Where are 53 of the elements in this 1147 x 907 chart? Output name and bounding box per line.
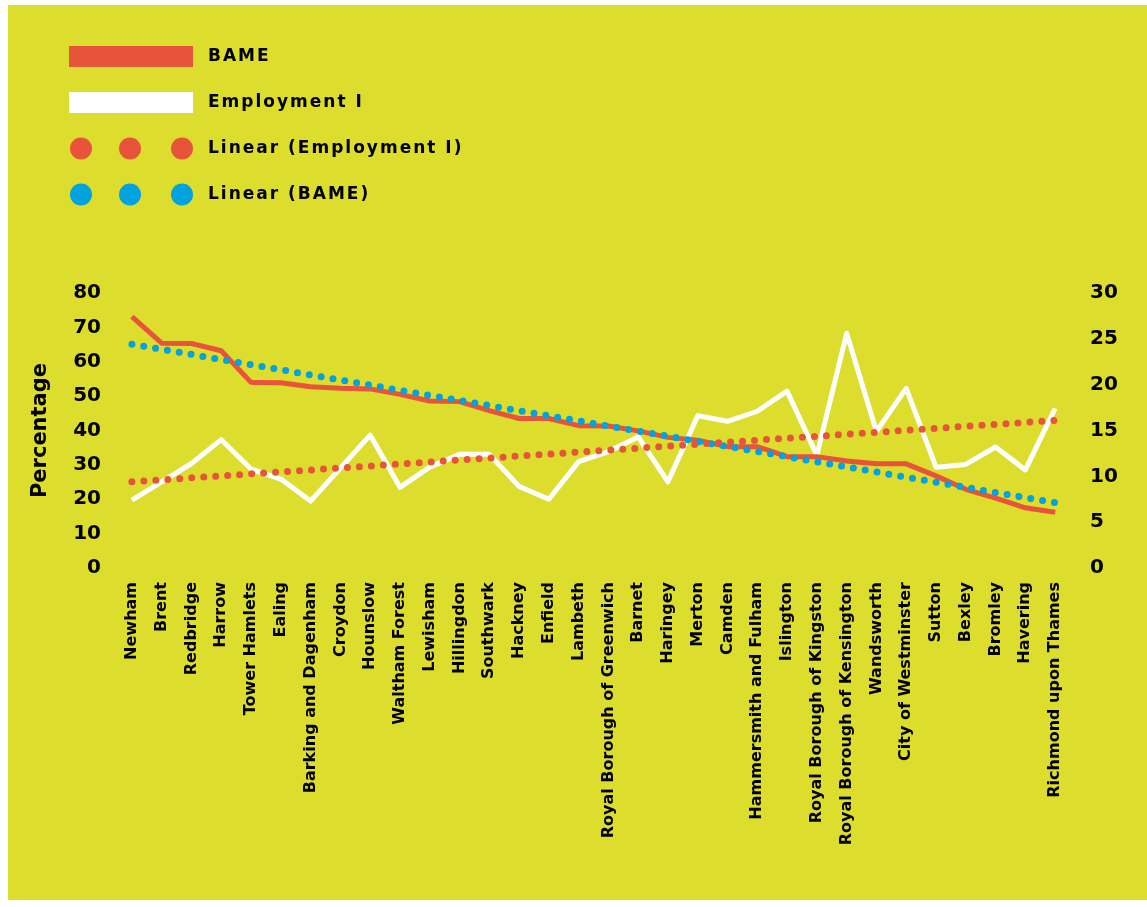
y-tick-label: 50 [73, 382, 101, 407]
y2-tick-label: 0 [1090, 554, 1104, 579]
y2-tick-label: 25 [1090, 325, 1118, 350]
x-tick-label: Barnet [627, 581, 647, 643]
x-tick-label: Islington [776, 582, 796, 662]
x-tick-label: Royal Borough of Kingston [806, 582, 826, 824]
x-tick-label: Waltham Forest [389, 581, 409, 725]
x-tick-label: Hammersmith and Fulham [746, 582, 766, 820]
x-tick-label: Brent [150, 581, 170, 632]
x-tick-label: Redbridge [180, 581, 200, 676]
legend-label: Linear (BAME) [208, 183, 371, 204]
x-tick-label: Haringey [657, 581, 677, 664]
x-tick-label: Camden [716, 582, 736, 655]
x-tick-label: Lewisham [418, 582, 438, 672]
x-tick-label: Enfield [537, 582, 557, 644]
x-tick-label: Hillingdon [448, 582, 468, 675]
y-tick-label: 0 [87, 554, 101, 579]
x-tick-label: Lambeth [567, 582, 587, 662]
x-tick-label: Bromley [984, 581, 1004, 657]
y-tick-label: 10 [73, 519, 101, 544]
x-tick-label: Croydon [329, 582, 349, 657]
y-axis-title: Percentage [27, 362, 52, 499]
x-tick-label: Bexley [954, 581, 974, 643]
y2-tick-label: 30 [1090, 279, 1118, 304]
x-tick-label: Merton [686, 582, 706, 647]
y2-tick-label: 10 [1090, 462, 1118, 487]
y-tick-label: 60 [73, 347, 101, 372]
x-tick-label: Royal Borough of Greenwich [597, 582, 617, 839]
x-tick-label: City of Westminster [895, 581, 915, 761]
x-tick-label: Havering [1014, 582, 1034, 664]
y-tick-label: 70 [73, 313, 101, 338]
y-tick-label: 20 [73, 485, 101, 510]
legend-label: Linear (Employment I) [208, 137, 464, 158]
x-tick-label: Harrow [210, 581, 230, 648]
y2-tick-label: 15 [1090, 416, 1118, 441]
x-tick-label: Barking and Dagenham [299, 582, 319, 794]
x-tick-label: Southwark [478, 581, 498, 680]
x-tick-label: Hackney [508, 581, 528, 659]
y2-tick-label: 20 [1090, 370, 1118, 395]
legend-label: Employment I [208, 91, 364, 112]
x-tick-label: Sutton [925, 582, 945, 643]
x-tick-label: Royal Borough of Kensington [835, 582, 855, 846]
x-tick-label: Hounslow [359, 581, 379, 670]
y-tick-label: 30 [73, 451, 101, 476]
y-tick-label: 40 [73, 416, 101, 441]
x-tick-label: Tower Hamlets [240, 582, 260, 716]
x-tick-label: Ealing [269, 582, 289, 638]
y-tick-label: 80 [73, 279, 101, 304]
x-tick-label: Newham [121, 582, 141, 660]
x-tick-label: Richmond upon Thames [1044, 582, 1064, 798]
legend-label: BAME [208, 45, 271, 66]
y2-tick-label: 5 [1090, 508, 1104, 533]
x-tick-label: Wandsworth [865, 582, 885, 695]
